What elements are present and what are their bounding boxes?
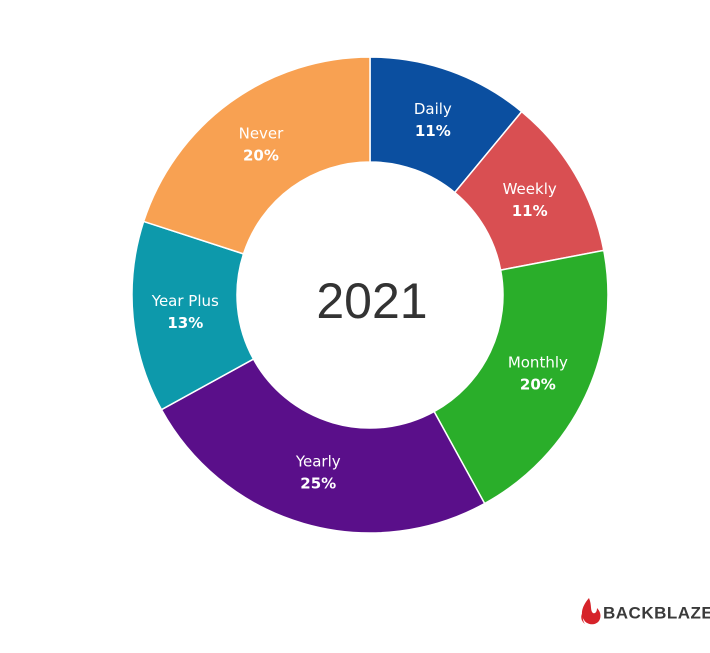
logo: BACKBLAZE xyxy=(581,598,710,625)
logo-flame xyxy=(581,612,585,624)
donut: Daily 11% Weekly 11% Monthly 20% Yearly 25% Year… xyxy=(131,56,609,534)
segment-label: Year Plus xyxy=(151,292,219,310)
chart-title: 2021 xyxy=(316,273,427,329)
segment-label: Daily xyxy=(414,100,452,118)
segment-label: Never xyxy=(239,124,285,142)
segment-label: Yearly xyxy=(295,453,341,471)
segment-value-label: 11% xyxy=(415,122,451,140)
segment-label: Monthly xyxy=(508,353,568,371)
segment-label: Weekly xyxy=(503,180,557,198)
segment-value-label: 20% xyxy=(520,375,556,393)
segment-value-label: 13% xyxy=(167,314,203,332)
logo-text: BACKBLAZE xyxy=(603,603,710,622)
donut-segment xyxy=(433,249,609,505)
donut-segment xyxy=(142,56,371,255)
segment-value-label: 11% xyxy=(512,202,548,220)
segment-value-label: 20% xyxy=(243,146,279,164)
logo-flame xyxy=(581,598,601,625)
donut-segment xyxy=(160,358,486,534)
segment-value-label: 25% xyxy=(300,475,336,493)
